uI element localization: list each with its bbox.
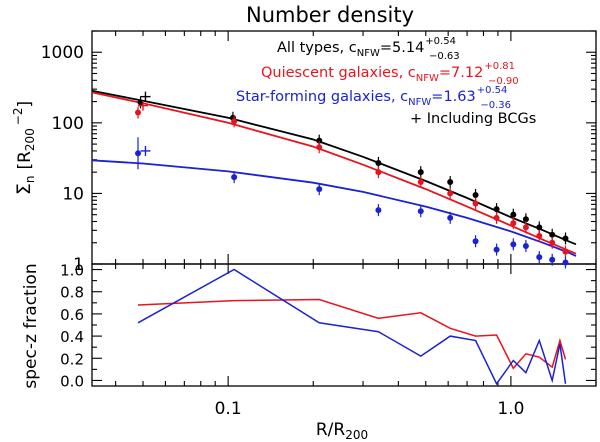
data-point bbox=[417, 179, 424, 186]
spec-z-fraction-star-forming bbox=[137, 268, 567, 386]
data-point bbox=[510, 220, 517, 227]
y-tick-label: 1 bbox=[73, 255, 84, 275]
data-point bbox=[447, 179, 454, 186]
ylabel-symbol: Σ bbox=[13, 183, 35, 195]
y-tick-label: 0.0 bbox=[60, 372, 84, 390]
data-point bbox=[375, 169, 382, 176]
ylabel-unit-sub: 200 bbox=[23, 128, 37, 151]
nfw-fit-star-forming-galaxies bbox=[91, 159, 577, 257]
data-point bbox=[493, 246, 500, 253]
spec-z-fraction-quiescent bbox=[137, 298, 567, 370]
data-point bbox=[510, 211, 517, 218]
data-point bbox=[562, 235, 569, 242]
top-y-tick-labels: 1 10 100 1000 bbox=[41, 43, 84, 275]
bottom-y-axis-label: spec-z fraction bbox=[21, 263, 41, 388]
y-tick-label: 0.4 bbox=[60, 328, 84, 346]
ylabel-sub: n bbox=[23, 176, 37, 184]
data-point bbox=[536, 232, 543, 239]
legend-star-forming: Star-forming galaxies, cNFW=1.63+0.54 −0.… bbox=[236, 85, 511, 111]
y-tick-label: 10 bbox=[62, 184, 84, 204]
data-point bbox=[137, 99, 144, 106]
data-point bbox=[375, 159, 382, 166]
y-tick-label: 0.6 bbox=[60, 306, 84, 324]
data-point bbox=[447, 190, 454, 197]
data-point bbox=[522, 224, 529, 231]
data-point bbox=[316, 144, 323, 151]
data-point bbox=[417, 169, 424, 176]
x-tick-label: 1.0 bbox=[497, 399, 524, 419]
legend-quiescent: Quiescent galaxies, cNFW=7.12+0.81 −0.90 bbox=[261, 61, 519, 87]
ylabel-unit-close: ] bbox=[15, 101, 35, 108]
y-tick-label: 1.0 bbox=[60, 262, 84, 280]
top-y-axis-label: Σn [R200 −2] bbox=[11, 101, 37, 195]
xlabel-main: R/R bbox=[316, 420, 346, 440]
y-tick-label: 0.8 bbox=[60, 284, 84, 302]
axis-ticks bbox=[92, 30, 597, 386]
legend-including-bcgs: + Including BCGs bbox=[410, 111, 536, 127]
data-point bbox=[472, 238, 479, 245]
data-point bbox=[316, 137, 323, 144]
y-tick-label: 1000 bbox=[41, 43, 84, 63]
y-tick-label: 0.2 bbox=[60, 350, 84, 368]
data-point bbox=[522, 242, 529, 249]
data-point bbox=[316, 186, 323, 193]
data-point bbox=[549, 231, 556, 238]
data-point bbox=[135, 150, 142, 157]
data-points bbox=[135, 91, 569, 269]
data-point bbox=[493, 206, 500, 213]
legend: All types, cNFW=5.14+0.54 −0.63 Quiescent… bbox=[236, 36, 536, 127]
data-point bbox=[493, 214, 500, 221]
ylabel-unit-sup: −2 bbox=[11, 107, 25, 125]
x-tick-label: 0.1 bbox=[215, 399, 242, 419]
xlabel-sub: 200 bbox=[345, 428, 368, 442]
data-point bbox=[549, 239, 556, 246]
bottom-y-tick-labels: 0.0 0.2 0.4 0.6 0.8 1.0 bbox=[60, 262, 84, 391]
data-point bbox=[231, 174, 238, 181]
data-point bbox=[472, 200, 479, 207]
x-axis-label: R/R200 bbox=[316, 420, 368, 442]
data-point bbox=[562, 248, 569, 255]
data-point bbox=[562, 259, 569, 266]
data-point bbox=[447, 214, 454, 221]
data-point bbox=[536, 224, 543, 231]
data-point bbox=[549, 256, 556, 263]
x-tick-labels: 0.1 1.0 bbox=[215, 399, 525, 419]
data-point bbox=[522, 216, 529, 223]
data-point bbox=[135, 109, 142, 116]
data-point bbox=[375, 207, 382, 214]
ylabel-unit-main: [R bbox=[15, 151, 35, 170]
data-point bbox=[536, 254, 543, 261]
data-point bbox=[472, 191, 479, 198]
chart-title: Number density bbox=[246, 3, 414, 27]
data-point bbox=[231, 118, 238, 125]
spec-z-fraction-lines bbox=[137, 268, 567, 386]
y-tick-label: 100 bbox=[52, 114, 84, 134]
data-point bbox=[417, 208, 424, 215]
legend-all-types: All types, cNFW=5.14+0.54 −0.63 bbox=[277, 36, 460, 62]
data-point bbox=[510, 241, 517, 248]
